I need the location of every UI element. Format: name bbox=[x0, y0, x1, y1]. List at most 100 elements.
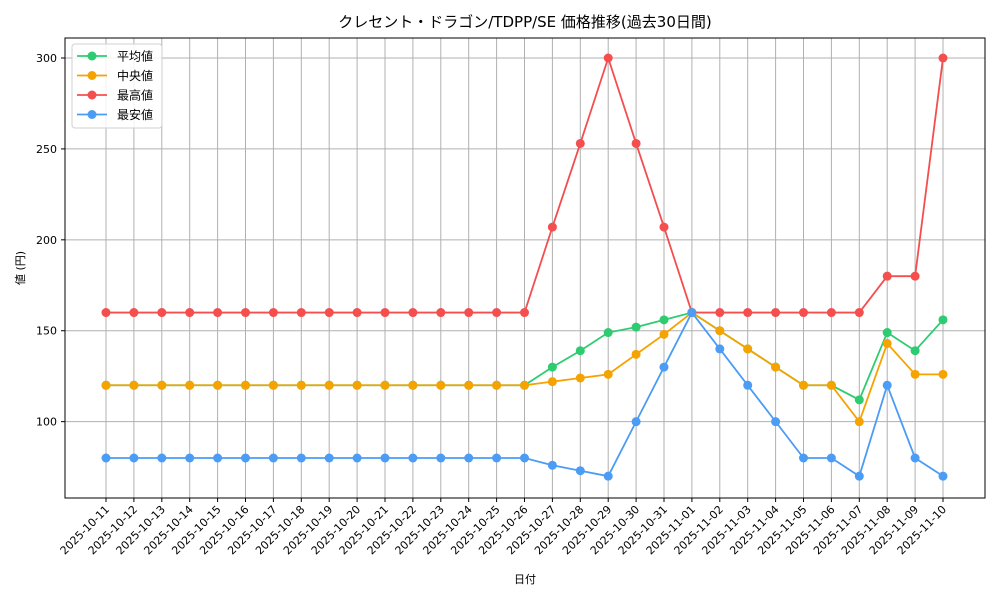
data-point bbox=[268, 380, 278, 390]
data-point bbox=[547, 222, 557, 232]
data-point bbox=[185, 453, 195, 463]
data-point bbox=[882, 271, 892, 281]
data-series bbox=[101, 53, 948, 481]
data-point bbox=[882, 338, 892, 348]
data-point bbox=[129, 380, 139, 390]
data-point bbox=[520, 380, 529, 390]
legend-item: 最安値 bbox=[77, 107, 153, 122]
data-point bbox=[575, 466, 585, 476]
data-point bbox=[268, 453, 278, 463]
y-tick-label: 150 bbox=[36, 325, 57, 338]
data-point bbox=[603, 369, 613, 379]
y-tick-label: 250 bbox=[36, 143, 57, 156]
data-point bbox=[268, 308, 278, 318]
data-point bbox=[213, 380, 223, 390]
data-point bbox=[882, 328, 892, 338]
data-point bbox=[436, 453, 446, 463]
data-point bbox=[436, 380, 446, 390]
legend-label: 最安値 bbox=[117, 107, 153, 122]
y-tick-label: 200 bbox=[36, 234, 57, 247]
data-point bbox=[743, 308, 753, 318]
data-point bbox=[938, 369, 948, 379]
series-line bbox=[101, 308, 948, 481]
grid-lines bbox=[65, 38, 985, 498]
data-point bbox=[687, 308, 697, 318]
data-point bbox=[547, 362, 557, 372]
legend-item: 中央値 bbox=[77, 68, 153, 83]
legend-marker-icon bbox=[87, 110, 97, 119]
data-point bbox=[715, 344, 725, 354]
data-point bbox=[910, 453, 920, 463]
data-point bbox=[631, 322, 641, 332]
data-point bbox=[715, 308, 725, 318]
data-point bbox=[659, 222, 669, 232]
legend-item: 平均値 bbox=[77, 49, 153, 64]
data-point bbox=[799, 308, 808, 318]
data-point bbox=[408, 308, 418, 318]
data-point bbox=[185, 380, 195, 390]
data-point bbox=[631, 138, 641, 148]
data-point bbox=[938, 471, 948, 481]
data-point bbox=[520, 308, 529, 318]
data-point bbox=[101, 308, 111, 318]
y-axis-ticks: 100 150 200 250 300 bbox=[36, 52, 65, 429]
data-point bbox=[882, 380, 892, 390]
data-point bbox=[185, 308, 195, 318]
data-point bbox=[157, 308, 167, 318]
data-point bbox=[352, 453, 362, 463]
data-point bbox=[380, 453, 390, 463]
data-point bbox=[575, 138, 585, 148]
data-point bbox=[771, 362, 781, 372]
data-point bbox=[157, 380, 167, 390]
data-point bbox=[324, 308, 334, 318]
data-point bbox=[938, 53, 948, 63]
data-point bbox=[157, 453, 167, 463]
data-point bbox=[659, 315, 669, 325]
data-point bbox=[854, 308, 864, 318]
data-point bbox=[380, 308, 390, 318]
legend-label: 平均値 bbox=[117, 49, 153, 64]
data-point bbox=[129, 308, 139, 318]
data-point bbox=[352, 380, 362, 390]
data-point bbox=[547, 460, 557, 470]
data-point bbox=[436, 308, 446, 318]
data-point bbox=[547, 377, 557, 387]
x-axis-label: 日付 bbox=[514, 573, 536, 586]
data-point bbox=[938, 315, 948, 325]
data-point bbox=[464, 453, 474, 463]
data-point bbox=[771, 308, 781, 318]
data-point bbox=[826, 453, 836, 463]
legend-label: 中央値 bbox=[117, 68, 153, 83]
data-point bbox=[296, 380, 306, 390]
y-tick-label: 300 bbox=[36, 52, 57, 65]
data-point bbox=[910, 271, 920, 281]
legend-marker-icon bbox=[87, 71, 97, 80]
legend-item: 最高値 bbox=[77, 88, 153, 103]
legend-box bbox=[71, 43, 163, 129]
legend-label: 最高値 bbox=[117, 88, 153, 103]
data-point bbox=[464, 308, 474, 318]
data-point bbox=[408, 453, 418, 463]
data-point bbox=[854, 417, 864, 427]
data-point bbox=[910, 346, 920, 356]
series-line bbox=[101, 308, 948, 427]
data-point bbox=[241, 308, 250, 318]
data-point bbox=[743, 344, 753, 354]
data-point bbox=[380, 380, 390, 390]
data-point bbox=[213, 453, 223, 463]
data-point bbox=[603, 53, 613, 63]
data-point bbox=[715, 326, 725, 336]
data-point bbox=[492, 453, 502, 463]
data-point bbox=[854, 395, 864, 405]
data-point bbox=[631, 349, 641, 359]
data-point bbox=[352, 308, 362, 318]
data-point bbox=[296, 453, 306, 463]
data-point bbox=[743, 380, 753, 390]
data-point bbox=[854, 471, 864, 481]
data-point bbox=[241, 453, 250, 463]
data-point bbox=[910, 369, 920, 379]
data-point bbox=[408, 380, 418, 390]
data-point bbox=[826, 380, 836, 390]
